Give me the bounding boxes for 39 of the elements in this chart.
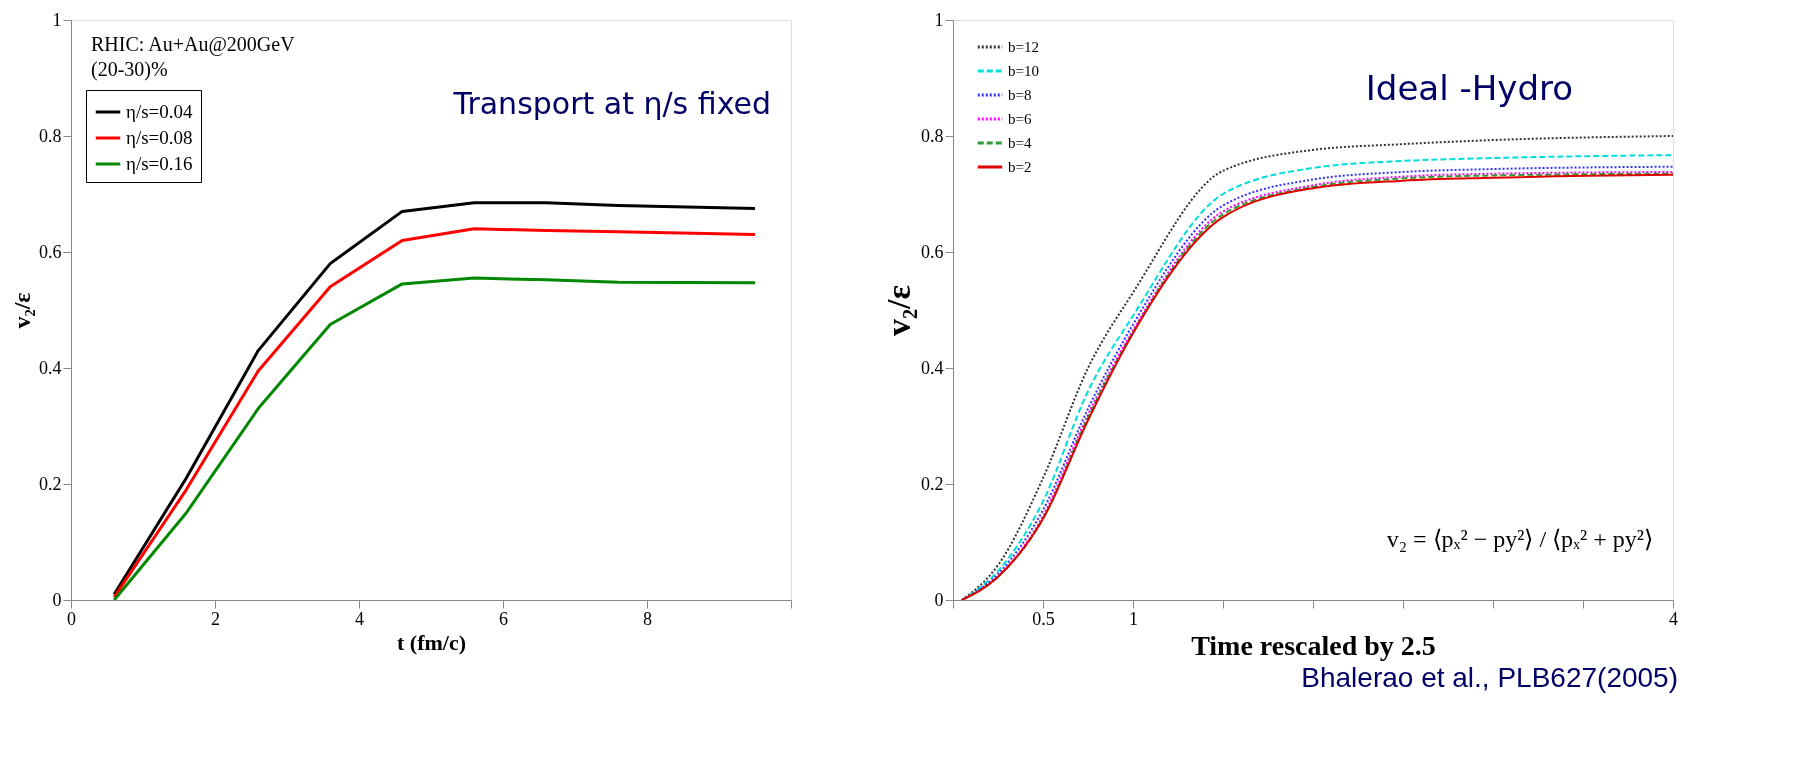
text: Bhalerao et al., PLB627(2005) [1301, 661, 1678, 693]
legend-label: η/s=0.04 [126, 101, 194, 122]
legend-label: η/s=0.08 [126, 127, 193, 148]
annotation: Ideal -Hydro [1365, 68, 1573, 108]
x-tick-label: 8 [643, 608, 652, 629]
x-tick-label: 4 [355, 608, 364, 629]
y-axis-title: v₂/ε [9, 292, 35, 329]
y-tick-label: 0.2 [921, 473, 944, 494]
annotation: (20-30)% [91, 58, 168, 81]
annotation: Transport at η/s fixed [452, 86, 771, 121]
x-tick-label: 4 [1669, 608, 1678, 629]
y-axis-title: v₂/ε [880, 284, 917, 337]
legend-label: b=12 [1008, 39, 1039, 55]
x-tick-label: 0 [67, 608, 76, 629]
x-tick-label: 1 [1129, 608, 1138, 629]
annotation: RHIC: Au+Au@200GeV [91, 33, 296, 56]
x-tick-label: 6 [499, 608, 508, 629]
x-tick-label: 2 [211, 608, 220, 629]
y-tick-label: 0.6 [921, 241, 944, 262]
y-tick-label: 0.6 [39, 241, 62, 262]
y-tick-label: 0 [52, 589, 62, 610]
y-tick-label: 0.8 [921, 125, 944, 146]
x-tick-label: 0.5 [1032, 608, 1055, 629]
y-tick-label: 0.4 [921, 357, 944, 378]
annotation: v₂ = ⟨pₓ² − py²⟩ / ⟨pₓ² + py²⟩ [1386, 526, 1653, 552]
y-tick-label: 1 [52, 9, 62, 30]
legend-label: b=6 [1008, 111, 1032, 127]
y-tick-label: 0.8 [39, 125, 62, 146]
legend-label: η/s=0.16 [126, 153, 193, 174]
legend-label: b=4 [1008, 135, 1032, 151]
y-tick-label: 0 [934, 589, 944, 610]
legend-label: b=2 [1008, 159, 1032, 175]
y-tick-label: 0.2 [39, 473, 62, 494]
legend-label: b=8 [1008, 87, 1032, 103]
legend-label: b=10 [1008, 63, 1039, 79]
y-tick-label: 0.4 [39, 357, 62, 378]
x-axis-title: t (fm/c) [396, 629, 467, 655]
x-axis-title: Time rescaled by 2.5 [1191, 629, 1436, 661]
y-tick-label: 1 [934, 9, 944, 30]
